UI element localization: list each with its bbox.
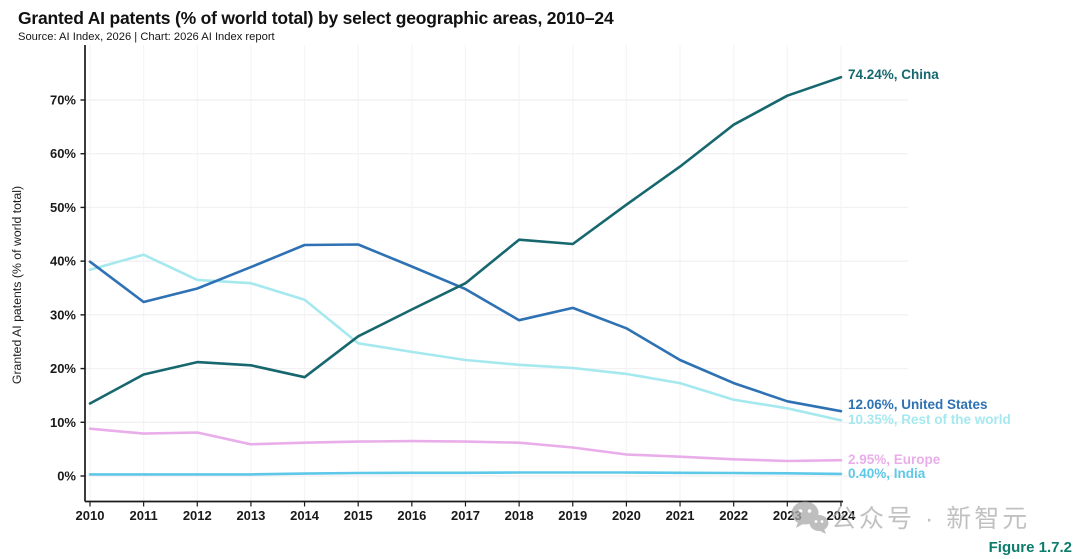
x-tick-label: 2018: [505, 508, 534, 523]
y-tick-label: 0%: [57, 469, 76, 484]
end-label-rest-of-the-world: 10.35%, Rest of the world: [848, 412, 1011, 428]
figure-number: Figure 1.7.2: [988, 539, 1072, 556]
end-label-europe: 2.95%, Europe: [848, 452, 941, 468]
series-line-europe: [88, 427, 843, 463]
x-tick-label: 2024: [826, 508, 856, 523]
y-tick-label: 40%: [50, 254, 76, 269]
wechat-icon: [791, 501, 829, 534]
series-line-india: [88, 471, 843, 476]
x-tick-label: 2012: [183, 508, 212, 523]
x-tick-label: 2021: [666, 508, 695, 523]
watermark: 公众号 · 新智元: [789, 498, 1030, 536]
x-tick-label: 2015: [344, 508, 373, 523]
x-tick-label: 2014: [290, 508, 320, 523]
end-label-united-states: 12.06%, United States: [848, 397, 988, 413]
chart-source: Source: AI Index, 2026 | Chart: 2026 AI …: [18, 31, 275, 43]
end-label-india: 0.40%, India: [848, 465, 926, 481]
x-tick-label: 2011: [130, 508, 158, 523]
x-tick-label: 2022: [719, 508, 748, 523]
y-tick-label: 20%: [50, 361, 76, 376]
series-line-united-states: [88, 243, 843, 413]
x-tick-label: 2013: [236, 508, 265, 523]
y-tick-label: 30%: [50, 307, 76, 322]
y-tick-label: 70%: [50, 93, 76, 108]
watermark-text: 公众号 · 新智元: [831, 505, 1031, 533]
x-tick-label: 2019: [558, 508, 587, 523]
x-tick-label: 2010: [76, 508, 105, 523]
y-tick-label: 10%: [50, 415, 76, 430]
y-tick-label: 60%: [50, 146, 76, 161]
x-tick-label: 2020: [612, 508, 641, 523]
chart-title: Granted AI patents (% of world total) by…: [18, 8, 614, 28]
x-tick-label: 2017: [451, 508, 480, 523]
y-tick-label: 50%: [50, 200, 76, 215]
x-tick-label: 2016: [397, 508, 426, 523]
series-line-china: [88, 75, 843, 405]
end-label-china: 74.24%, China: [848, 67, 939, 83]
